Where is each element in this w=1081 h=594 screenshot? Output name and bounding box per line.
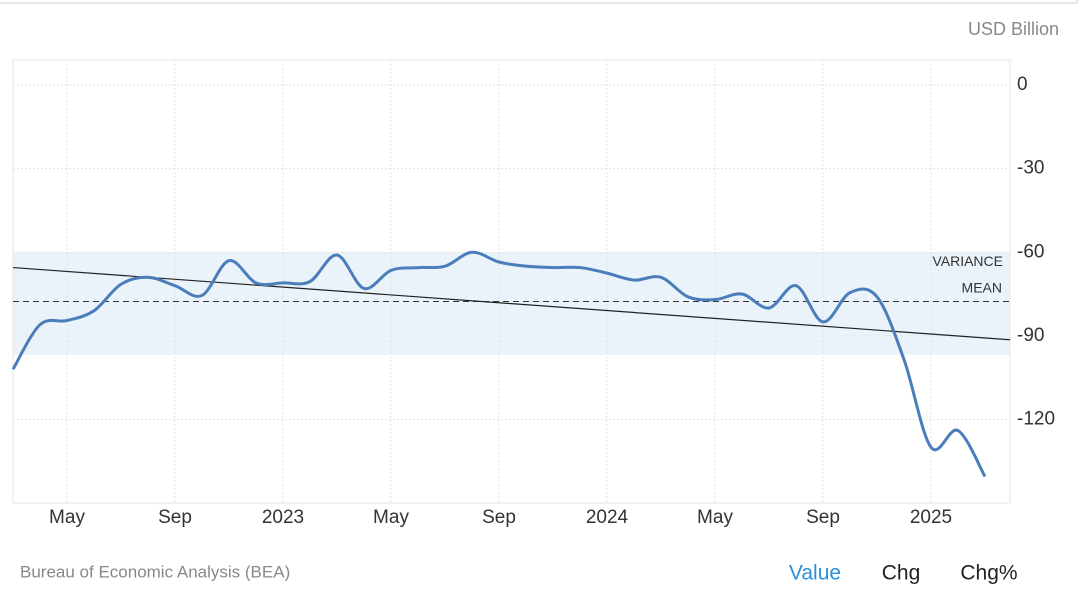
- variance-label: VARIANCE: [932, 253, 1003, 269]
- mean-label: MEAN: [962, 279, 1002, 295]
- tab[interactable]: Value: [789, 562, 841, 585]
- tab[interactable]: Chg%: [960, 562, 1017, 585]
- y-tick-label: -90: [1017, 325, 1044, 346]
- trend-line: [12, 266, 1011, 341]
- y-tick-label: 0: [1017, 74, 1028, 95]
- unit-label: USD Billion: [968, 19, 1059, 39]
- x-tick-label: Sep: [806, 507, 840, 528]
- x-tick-label: May: [373, 507, 409, 528]
- y-tick-label: -60: [1017, 241, 1044, 262]
- x-tick-label: 2024: [586, 507, 629, 528]
- x-tick-label: Sep: [158, 507, 192, 528]
- y-tick-label: -120: [1017, 408, 1055, 429]
- x-tick-label: May: [49, 507, 85, 528]
- source: Bureau of Economic Analysis (BEA): [20, 562, 290, 581]
- x-tick-label: 2023: [262, 507, 304, 528]
- tab[interactable]: Chg: [882, 562, 921, 585]
- x-tick-label: Sep: [482, 507, 516, 528]
- plot-frame: [12, 59, 1011, 504]
- x-tick-label: 2025: [910, 507, 952, 528]
- y-tick-label: -30: [1017, 158, 1044, 179]
- series-line: [11, 250, 987, 478]
- x-tick-label: May: [697, 507, 733, 528]
